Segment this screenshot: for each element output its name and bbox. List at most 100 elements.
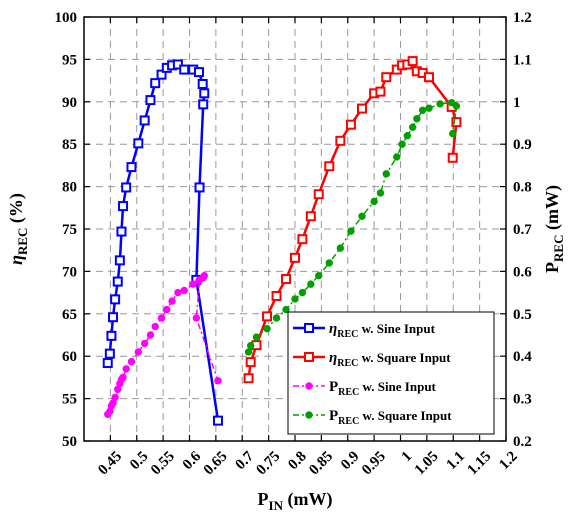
- series-3-point: [393, 153, 401, 161]
- series-3-point: [376, 189, 385, 197]
- series-3-point: [408, 123, 417, 131]
- series-3-point: [418, 106, 427, 114]
- y-left-tick-label: 70: [62, 264, 77, 280]
- series-0-point: [133, 138, 144, 149]
- series-0-point: [102, 357, 113, 368]
- series-3-point: [347, 227, 355, 235]
- series-0-point: [172, 59, 183, 70]
- series-0-point: [145, 95, 156, 106]
- y-left-tick-label: 95: [62, 52, 77, 68]
- x-tick-label: 0.75: [254, 448, 284, 478]
- series-2-point: [189, 280, 197, 288]
- series-0-point: [198, 99, 209, 110]
- series-3-point: [263, 324, 271, 333]
- series-2-point: [111, 393, 119, 402]
- series-0-point: [199, 88, 210, 99]
- y-right-tick-label: 0.7: [513, 222, 532, 238]
- series-1-point: [335, 135, 346, 146]
- series-2-point: [157, 314, 166, 322]
- series-1-point: [345, 119, 356, 130]
- series-0-point: [106, 330, 117, 341]
- series-2-point: [140, 339, 149, 348]
- y-left-tick-label: 50: [62, 434, 77, 450]
- y-left-axis-title: ηREC (%): [6, 193, 30, 265]
- series-2-point: [127, 358, 136, 366]
- series-3-point: [246, 341, 255, 350]
- series-0-point: [104, 348, 115, 359]
- series-3-point: [307, 280, 315, 288]
- series-3-point: [291, 295, 299, 303]
- series-3-point: [413, 115, 421, 123]
- series-3-point: [436, 100, 444, 108]
- series-3: [244, 98, 461, 356]
- y-left-tick-label: 65: [62, 307, 77, 323]
- y-right-tick-label: 0.5: [513, 307, 532, 323]
- series-0-point: [108, 312, 119, 323]
- series-1: [243, 56, 462, 384]
- y-left-tick-label: 75: [62, 222, 77, 238]
- series-0-point: [194, 182, 205, 193]
- series-1-point: [313, 189, 324, 200]
- x-tick-label: 0.5: [127, 448, 152, 473]
- y-right-tick-label: 1: [513, 95, 521, 111]
- x-tick-label: 0.85: [306, 448, 336, 478]
- series-0-point: [197, 78, 208, 89]
- series-2: [104, 271, 222, 418]
- series-3-point: [403, 132, 412, 140]
- series-3-point: [382, 170, 390, 178]
- x-tick-label: 0.65: [201, 448, 231, 478]
- y-right-tick-label: 0.9: [513, 137, 532, 153]
- legend-label-3: PREC w. Square Input: [329, 408, 452, 427]
- y-right-tick-label: 0.4: [513, 349, 532, 365]
- series-1-point: [297, 234, 308, 245]
- legend: ηREC w. Sine Input ηREC w. Square Input PR…: [287, 311, 495, 435]
- series-1-point: [381, 72, 392, 83]
- series-3-point: [305, 411, 313, 419]
- series-1-point: [245, 357, 256, 368]
- series-2-point: [119, 373, 127, 382]
- series-1-point: [375, 86, 386, 97]
- plot-frame: [83, 16, 507, 442]
- series-2-point: [134, 348, 143, 356]
- series-1-point: [356, 103, 367, 114]
- series-0-point: [112, 276, 123, 287]
- series-1-point: [451, 117, 462, 128]
- x-tick-label: 0.55: [148, 448, 178, 478]
- series-2-point: [168, 297, 176, 305]
- series-3-point: [315, 271, 323, 280]
- legend-label-2: PREC w. Sine Input: [329, 379, 437, 398]
- series-1-point: [281, 274, 292, 285]
- series-1-point: [305, 211, 316, 222]
- legend-label-0: ηREC w. Sine Input: [329, 321, 436, 340]
- x-tick-label: 0.7: [232, 448, 257, 473]
- y-right-tick-label: 0.8: [513, 180, 532, 196]
- series-0-point: [304, 323, 314, 333]
- x-tick-label: 0.8: [285, 448, 310, 473]
- series-0-point: [139, 115, 150, 126]
- series-0-point: [116, 226, 127, 237]
- series-1-point: [304, 352, 314, 362]
- series-3-point: [282, 305, 290, 314]
- series-2-point: [163, 305, 171, 314]
- series-3-point: [325, 259, 333, 267]
- series-0: [102, 59, 223, 426]
- series-0-point: [118, 201, 129, 212]
- series-3-point: [298, 288, 307, 297]
- series-0-point: [126, 162, 137, 173]
- x-tick-label: 0.9: [338, 448, 363, 473]
- y-left-tick-label: 90: [62, 95, 77, 111]
- series-2-point: [195, 276, 204, 284]
- series-0-point: [150, 78, 161, 89]
- x-tick-label: 0.45: [95, 448, 125, 478]
- series-3-point: [370, 197, 378, 206]
- series-0-point: [193, 67, 204, 78]
- series-2-point: [214, 377, 222, 385]
- series-1-point: [423, 72, 434, 83]
- series-2-point: [151, 322, 159, 331]
- x-tick-label: 1.05: [412, 448, 442, 478]
- series-2-point: [192, 314, 201, 322]
- series-3-point: [336, 244, 345, 252]
- legend-label-1: ηREC w. Square Input: [329, 350, 451, 369]
- legend-box: [287, 311, 495, 435]
